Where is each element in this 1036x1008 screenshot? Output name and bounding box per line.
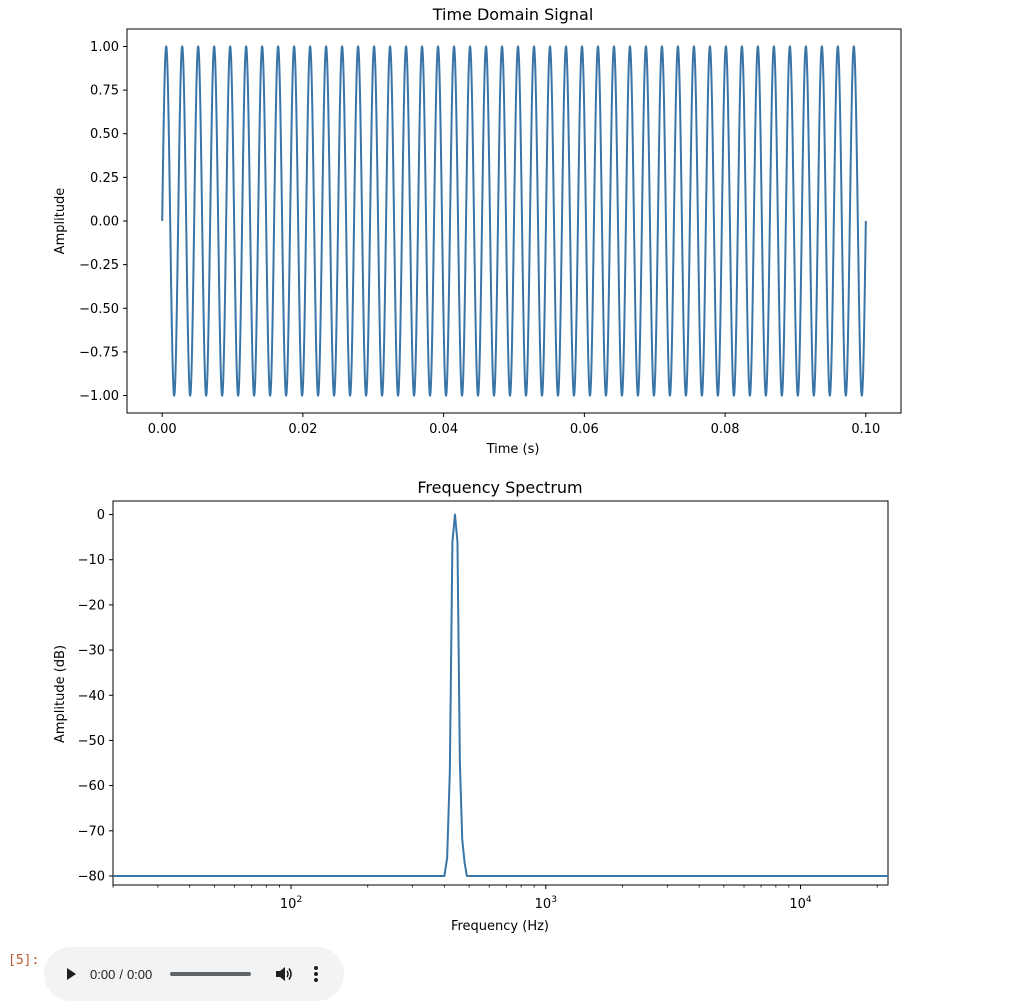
x-tick-label: 0.06 bbox=[570, 422, 599, 437]
y-tick-label: 0 bbox=[97, 508, 105, 523]
x-tick-label: 103 bbox=[535, 895, 557, 912]
y-axis-label: Amplitude (dB) bbox=[53, 645, 68, 743]
x-tick-label: 0.02 bbox=[288, 422, 317, 437]
time-display: 0:00/0:00 bbox=[90, 967, 152, 982]
y-tick-label: −30 bbox=[78, 644, 105, 659]
chart-title: Time Domain Signal bbox=[432, 5, 594, 24]
y-tick-label: −0.50 bbox=[79, 302, 119, 317]
plot-area bbox=[112, 500, 889, 886]
y-tick-label: −0.25 bbox=[79, 258, 119, 273]
x-tick-label: 0.08 bbox=[711, 422, 740, 437]
volume-icon[interactable] bbox=[275, 966, 293, 982]
figure: Time Domain Signal 1.00 0.75 0.50 0.25 0.00 −… bbox=[53, 5, 902, 934]
y-tick-label: −20 bbox=[78, 598, 105, 613]
y-axis-label: Amplitude bbox=[53, 188, 68, 255]
x-axis-label: Frequency (Hz) bbox=[451, 919, 549, 934]
y-tick-label: −50 bbox=[78, 734, 105, 749]
cell-prompt: [5]: bbox=[8, 953, 40, 968]
x-tick-label: 0.10 bbox=[851, 422, 880, 437]
y-tick-label: 0.25 bbox=[90, 171, 119, 186]
x-tick-label: 102 bbox=[280, 895, 302, 912]
chart-title: Frequency Spectrum bbox=[417, 478, 582, 497]
y-tick-label: −70 bbox=[78, 824, 105, 839]
x-axis-label: Time (s) bbox=[486, 442, 540, 457]
y-tick-label: 0.75 bbox=[90, 84, 119, 99]
progress-slider[interactable] bbox=[170, 972, 252, 976]
series-line bbox=[113, 513, 888, 877]
duration: 0:00 bbox=[126, 966, 153, 982]
audio-player[interactable]: 0:00/0:00 bbox=[44, 947, 344, 1001]
y-tick-label: −10 bbox=[78, 553, 105, 568]
frequency-spectrum-chart: Frequency Spectrum 0 −10 −20 −30 −40 −50 −60 −7… bbox=[53, 478, 889, 934]
more-options-icon[interactable] bbox=[313, 966, 319, 982]
y-tick-label: −1.00 bbox=[79, 389, 119, 404]
x-tick-label: 104 bbox=[789, 895, 812, 912]
y-tick-label: −60 bbox=[78, 779, 105, 794]
current-time: 0:00 bbox=[90, 966, 116, 982]
y-tick-label: 0.00 bbox=[90, 215, 119, 230]
time-domain-chart: Time Domain Signal 1.00 0.75 0.50 0.25 0.00 −… bbox=[53, 5, 902, 457]
y-tick-label: 1.00 bbox=[90, 40, 119, 55]
x-tick-label: 0.00 bbox=[148, 422, 177, 437]
time-separator: / bbox=[119, 966, 123, 982]
y-tick-label: 0.50 bbox=[90, 127, 119, 142]
series-line bbox=[161, 45, 867, 397]
x-tick-label: 0.04 bbox=[429, 422, 458, 437]
y-tick-label: −40 bbox=[78, 689, 105, 704]
y-tick-label: −80 bbox=[78, 869, 105, 884]
y-tick-label: −0.75 bbox=[79, 345, 119, 360]
play-icon[interactable] bbox=[62, 966, 78, 982]
